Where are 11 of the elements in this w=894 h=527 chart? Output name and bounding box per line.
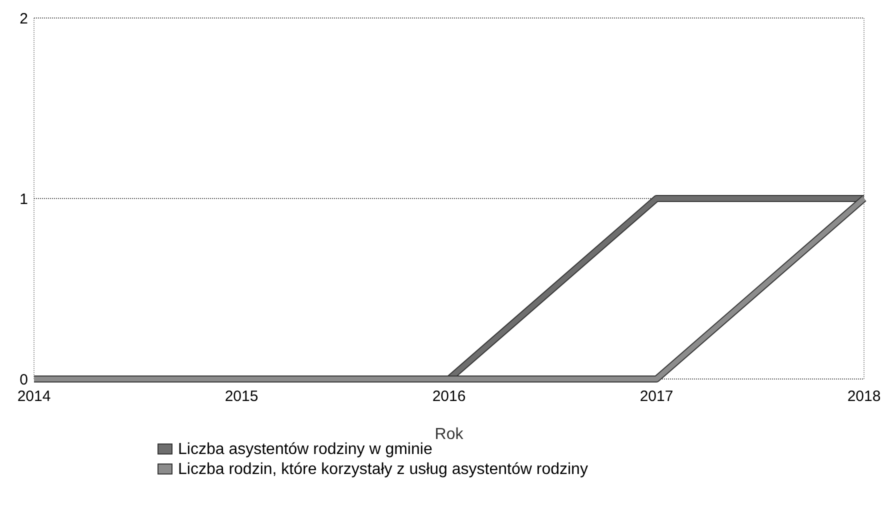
x-tick-label: 2016 xyxy=(432,388,466,405)
y-tick-label: 0 xyxy=(20,371,28,388)
legend-label: Liczba asystentów rodziny w gminie xyxy=(178,441,432,458)
y-tick-label: 2 xyxy=(20,10,28,28)
legend-label: Liczba rodzin, które korzystały z usług asystentów rodziny xyxy=(178,461,588,478)
x-tick-label: 2017 xyxy=(640,388,674,405)
x-tick-label: 2018 xyxy=(847,388,881,405)
y-tick-label: 1 xyxy=(20,190,28,208)
x-tick-label: 2015 xyxy=(224,388,258,405)
x-tick-label: 2014 xyxy=(17,388,51,405)
x-axis-title: Rok xyxy=(434,426,464,443)
